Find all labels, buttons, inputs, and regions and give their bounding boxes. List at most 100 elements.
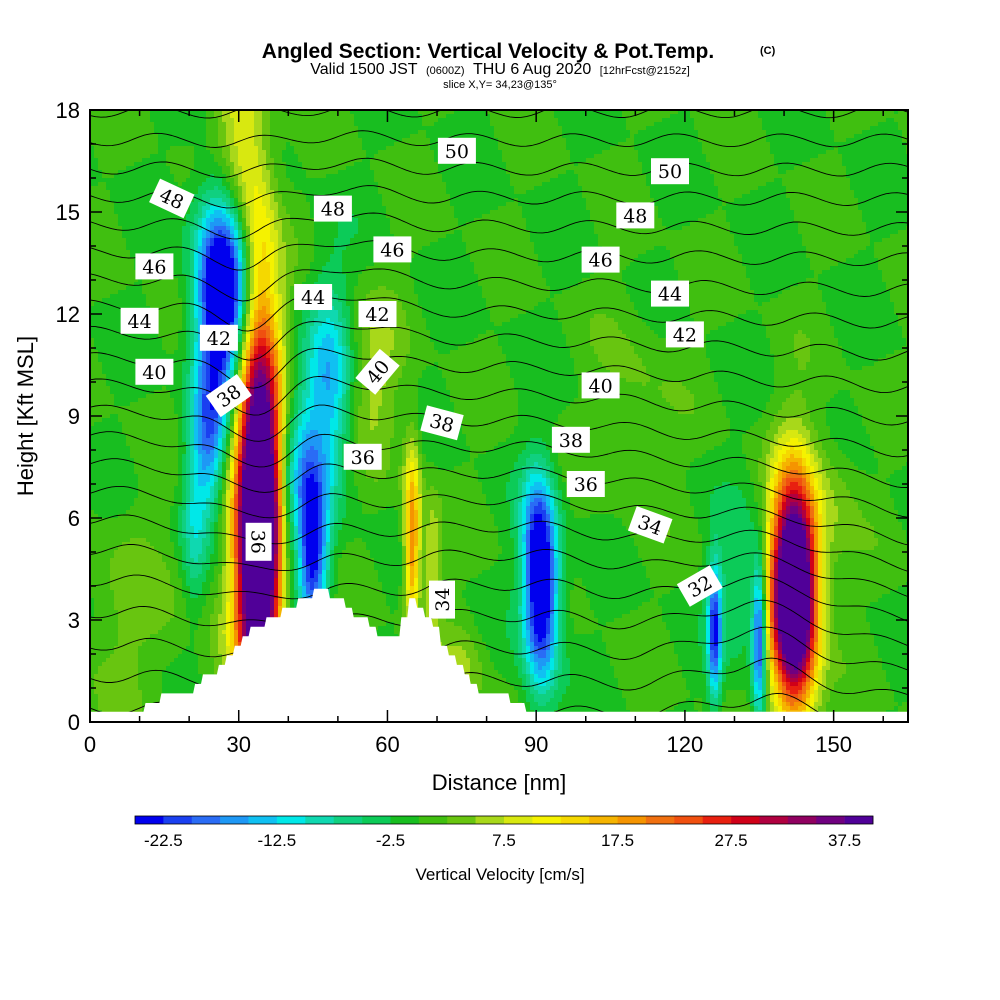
- velocity-cell: [602, 122, 606, 126]
- velocity-cell: [774, 118, 778, 122]
- velocity-cell: [890, 126, 894, 130]
- velocity-cell: [806, 122, 810, 126]
- velocity-cell: [626, 126, 630, 130]
- velocity-cell: [274, 118, 278, 122]
- velocity-cell: [594, 122, 598, 126]
- velocity-cell: [122, 118, 126, 122]
- velocity-cell: [410, 126, 414, 130]
- velocity-cell: [458, 126, 462, 130]
- velocity-cell: [654, 126, 658, 130]
- velocity-cell: [862, 126, 866, 130]
- velocity-cell: [874, 114, 878, 118]
- velocity-cell: [586, 118, 590, 122]
- velocity-cell: [374, 126, 378, 130]
- velocity-cell: [338, 126, 342, 130]
- velocity-cell: [486, 118, 490, 122]
- velocity-cell: [398, 126, 402, 130]
- velocity-cell: [774, 122, 778, 126]
- velocity-cell: [690, 114, 694, 118]
- velocity-cell: [794, 118, 798, 122]
- velocity-cell: [566, 122, 570, 126]
- velocity-cell: [786, 114, 790, 118]
- velocity-cell: [818, 118, 822, 122]
- velocity-cell: [326, 130, 330, 134]
- velocity-cell: [762, 122, 766, 126]
- velocity-cell: [394, 118, 398, 122]
- velocity-cell: [870, 126, 874, 130]
- velocity-cell: [278, 126, 282, 130]
- velocity-cell: [542, 118, 546, 122]
- velocity-cell: [730, 126, 734, 130]
- velocity-cell: [362, 126, 366, 130]
- velocity-cell: [870, 122, 874, 126]
- velocity-cell: [586, 126, 590, 130]
- velocity-cell: [666, 122, 670, 126]
- velocity-cell: [806, 118, 810, 122]
- velocity-cell: [182, 130, 186, 134]
- velocity-cell: [386, 126, 390, 130]
- velocity-cell: [714, 118, 718, 122]
- velocity-cell: [166, 130, 170, 134]
- velocity-cell: [206, 126, 210, 130]
- velocity-cell: [290, 114, 294, 118]
- velocity-cell: [454, 114, 458, 118]
- velocity-cell: [862, 114, 866, 118]
- velocity-cell: [450, 118, 454, 122]
- velocity-cell: [658, 118, 662, 122]
- velocity-cell: [446, 114, 450, 118]
- velocity-cell: [718, 118, 722, 122]
- velocity-cell: [286, 130, 290, 134]
- velocity-cell: [666, 126, 670, 130]
- velocity-cell: [278, 122, 282, 126]
- velocity-cell: [694, 114, 698, 118]
- velocity-cell: [318, 130, 322, 134]
- velocity-cell: [502, 122, 506, 126]
- velocity-cell: [274, 114, 278, 118]
- velocity-cell: [494, 118, 498, 122]
- velocity-cell: [358, 126, 362, 130]
- velocity-cell: [490, 118, 494, 122]
- velocity-cell: [186, 130, 190, 134]
- velocity-cell: [758, 118, 762, 122]
- velocity-cell: [722, 126, 726, 130]
- velocity-cell: [594, 118, 598, 122]
- velocity-cell: [886, 114, 890, 118]
- velocity-cell: [746, 118, 750, 122]
- velocity-cell: [390, 130, 394, 134]
- velocity-cell: [478, 118, 482, 122]
- velocity-cell: [690, 126, 694, 130]
- velocity-cell: [826, 126, 830, 130]
- velocity-cell: [330, 126, 334, 130]
- velocity-cell: [162, 114, 166, 118]
- velocity-cell: [258, 126, 262, 130]
- velocity-cell: [630, 118, 634, 122]
- velocity-cell: [250, 130, 254, 134]
- velocity-cell: [614, 118, 618, 122]
- velocity-cell: [202, 126, 206, 130]
- velocity-cell: [634, 122, 638, 126]
- velocity-cell: [502, 118, 506, 122]
- velocity-cell: [330, 114, 334, 118]
- velocity-cell: [746, 126, 750, 130]
- velocity-cell: [406, 122, 410, 126]
- velocity-cell: [470, 126, 474, 130]
- velocity-cell: [542, 126, 546, 130]
- velocity-cell: [438, 130, 442, 134]
- velocity-cell: [638, 118, 642, 122]
- velocity-cell: [366, 126, 370, 130]
- velocity-cell: [390, 118, 394, 122]
- velocity-cell: [414, 122, 418, 126]
- velocity-cell: [782, 126, 786, 130]
- velocity-cell: [386, 122, 390, 126]
- velocity-cell: [818, 122, 822, 126]
- velocity-cell: [326, 118, 330, 122]
- velocity-cell: [246, 122, 250, 126]
- velocity-cell: [342, 126, 346, 130]
- velocity-cell: [566, 118, 570, 122]
- velocity-cell: [342, 118, 346, 122]
- velocity-cell: [758, 114, 762, 118]
- velocity-cell: [170, 130, 174, 134]
- velocity-cell: [458, 114, 462, 118]
- velocity-cell: [610, 118, 614, 122]
- velocity-cell: [870, 114, 874, 118]
